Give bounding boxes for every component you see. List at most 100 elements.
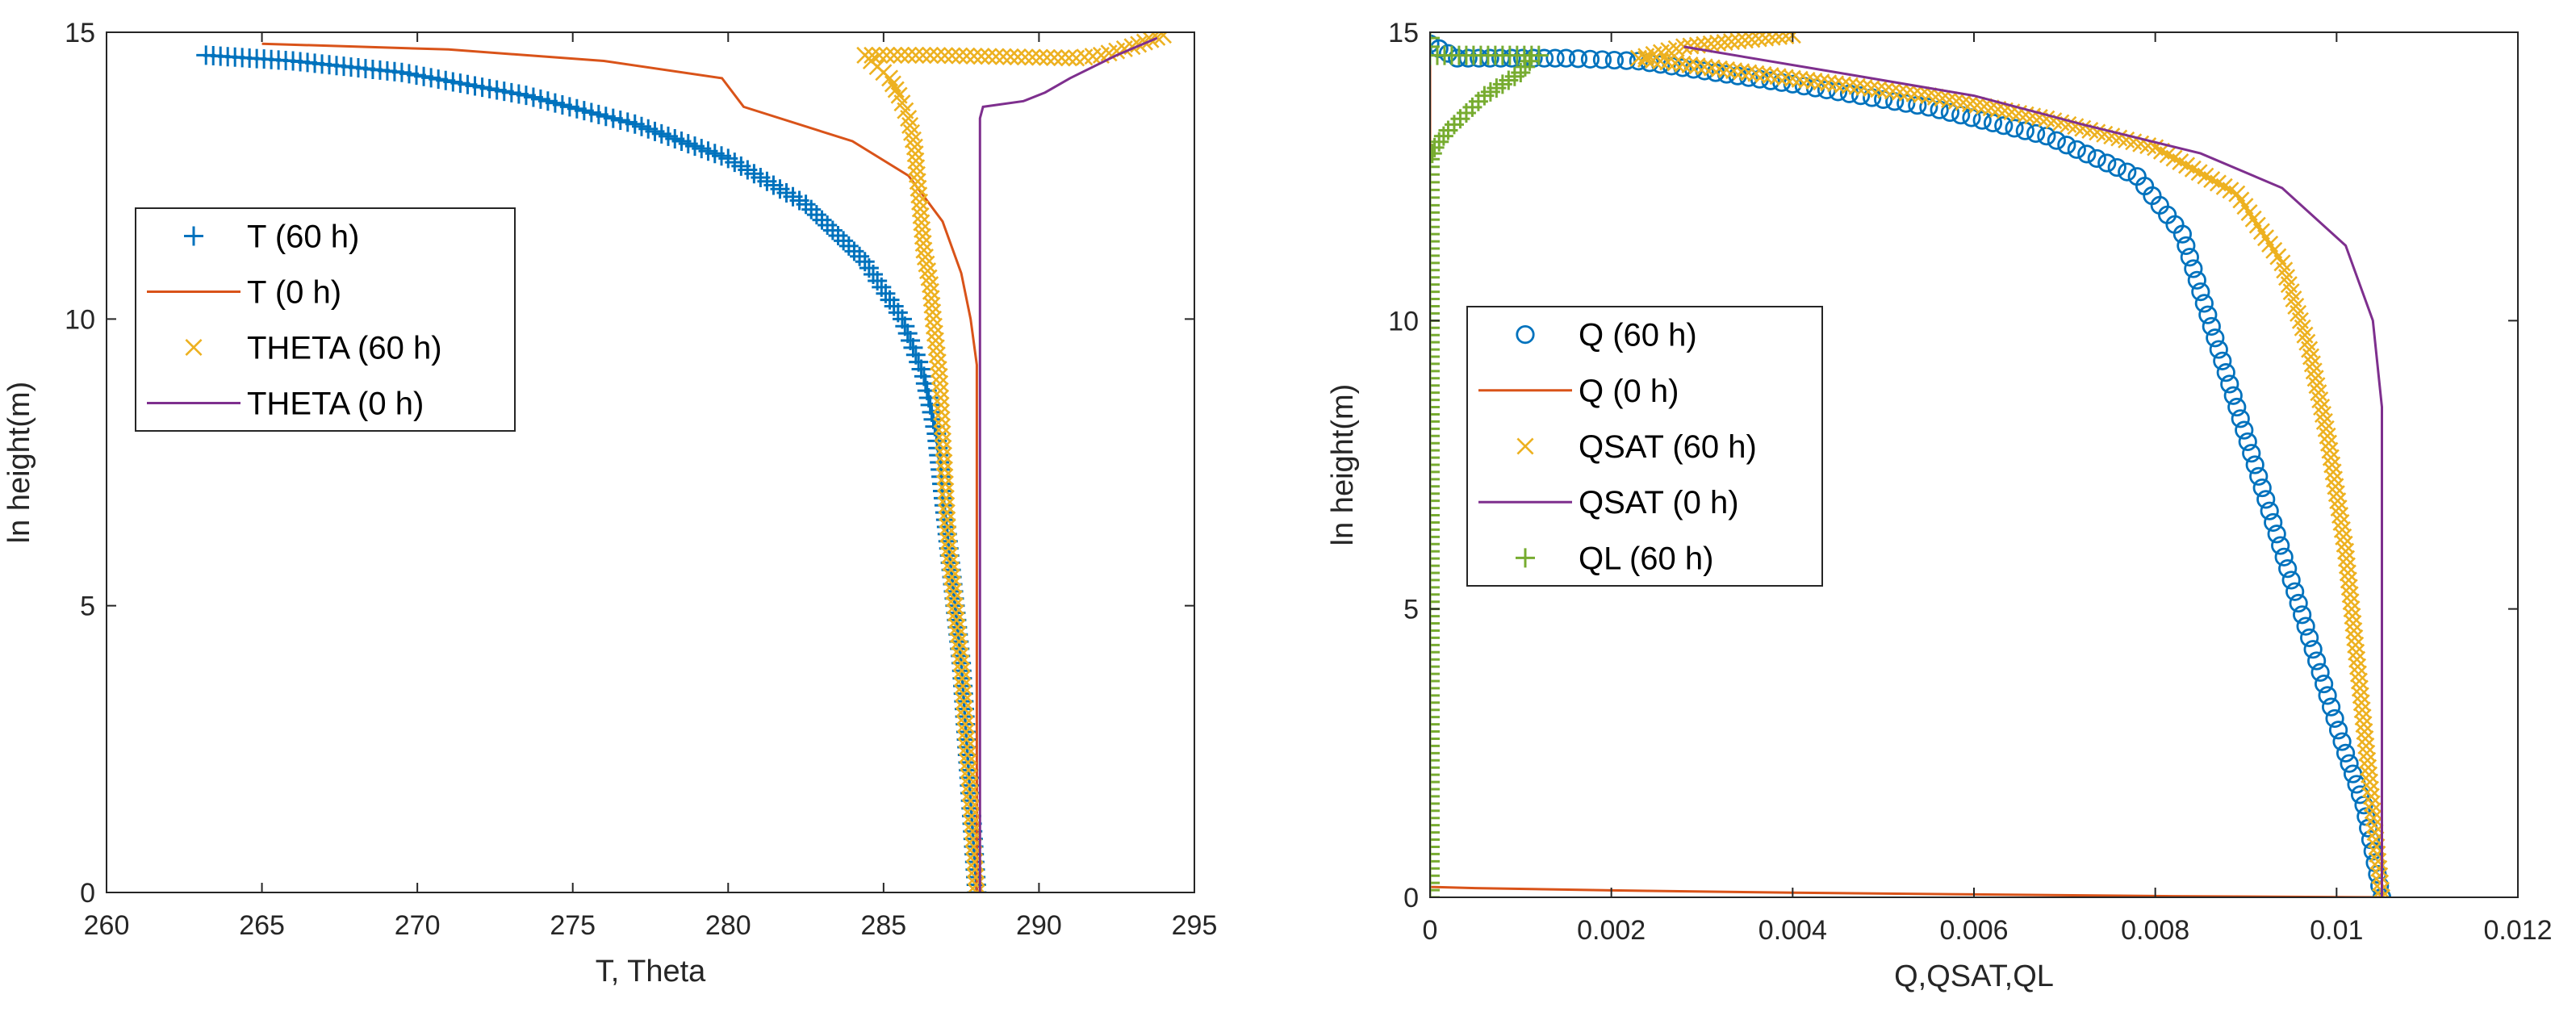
right-series-2-marker: [1696, 58, 1713, 76]
left-series-2-marker: [856, 46, 874, 64]
left-series-2-marker: [907, 46, 925, 64]
right-series-0-marker: [2047, 131, 2066, 150]
left-series-2-marker: [1154, 32, 1173, 44]
right-y-axis-label: ln height(m): [1326, 384, 1360, 546]
right-series-4-marker: [1430, 476, 1440, 496]
right-series-0-marker: [2285, 582, 2305, 601]
right-series-0-marker: [1828, 82, 1848, 102]
right-series-4-marker: [1430, 729, 1440, 749]
left-series-2-marker: [954, 677, 972, 695]
left-series-2-marker: [959, 754, 977, 771]
right-series-2-marker: [1637, 50, 1654, 68]
right-series-2-marker: [1716, 33, 1733, 52]
left-series-2-marker: [964, 815, 981, 833]
left-series-2-marker: [914, 235, 932, 253]
left-series-2-marker: [924, 303, 942, 321]
right-series-2-marker: [2343, 600, 2361, 618]
right-series-2: [1629, 32, 2391, 897]
left-series-2-marker: [905, 138, 923, 156]
right-series-4-marker: [1430, 873, 1440, 893]
left-series-2-marker: [936, 47, 954, 65]
right-series-0-marker: [2097, 153, 2117, 173]
right-series-2-marker: [2337, 542, 2355, 560]
right-series-4-marker: [1430, 606, 1440, 626]
right-series-4-marker: [1430, 455, 1440, 474]
left-x-tick-label: 275: [550, 910, 596, 941]
right-x-tick-label: 0.006: [1939, 915, 2008, 946]
right-series-2-marker: [2357, 737, 2375, 754]
right-series-2-marker: [1805, 73, 1823, 90]
left-x-tick-label: 290: [1016, 910, 1062, 941]
left-series-2-marker: [909, 173, 926, 190]
right-series-2-marker: [2356, 723, 2373, 741]
right-series-2-marker: [2322, 449, 2340, 466]
right-series-2-marker: [1798, 71, 1816, 89]
left-series-2-marker: [931, 382, 949, 399]
left-series-2-marker: [934, 418, 951, 436]
right-series-2-marker: [1941, 91, 1959, 109]
right-series-2-marker: [1770, 32, 1788, 45]
right-series-2-marker: [2370, 859, 2388, 877]
left-series-3: [978, 36, 1158, 892]
left-series-2-marker: [900, 46, 918, 64]
right-series-4-marker: [1430, 671, 1440, 691]
right-series-2-marker: [2361, 773, 2379, 791]
right-series-2-marker: [2366, 824, 2384, 842]
right-series-2-marker: [2360, 759, 2377, 776]
right-series-2-marker: [1736, 32, 1754, 49]
left-series-2-marker: [925, 317, 943, 335]
left-series-2-marker: [927, 339, 945, 357]
right-series-2-marker: [2355, 716, 2373, 734]
left-series-2-marker: [937, 483, 955, 500]
right-series-2-marker: [1743, 32, 1761, 48]
left-series-2-marker: [935, 453, 953, 471]
left-y-tick-label: 10: [65, 304, 95, 335]
right-series-4-marker: [1430, 815, 1440, 835]
right-series-4-marker: [1430, 203, 1440, 223]
right-series-0-marker: [2300, 628, 2319, 648]
right-series-2-marker: [2372, 874, 2390, 892]
right-series-2-marker: [2344, 608, 2361, 625]
left-series-2-marker: [939, 525, 957, 543]
left-series-0-marker: [196, 45, 216, 65]
left-series-2-marker: [911, 193, 929, 211]
right-series-0-marker: [2281, 571, 2301, 590]
left-series-2-marker: [931, 374, 949, 392]
left-series-2-marker: [1031, 48, 1048, 66]
left-series-2-marker: [934, 424, 951, 442]
right-series-2-marker: [1961, 95, 1979, 113]
left-series-2-marker: [962, 792, 980, 809]
right-series-4-marker: [1430, 282, 1440, 302]
right-series-2-marker: [2341, 586, 2359, 604]
left-series-2-marker: [926, 324, 943, 342]
right-series-0-marker: [1850, 86, 1871, 106]
left-series-2-marker: [887, 81, 905, 98]
left-series-2-marker: [922, 290, 940, 307]
left-series-2-marker: [930, 360, 947, 378]
right-series-4-marker: [1430, 772, 1440, 792]
left-series-2-marker: [904, 131, 922, 148]
right-series-0-marker: [2242, 444, 2261, 463]
right-series-3: [1683, 45, 2383, 897]
right-series-0-marker: [2310, 662, 2330, 682]
right-series-2-marker: [2347, 636, 2365, 654]
right-series-2-marker: [1703, 59, 1721, 77]
right-series-4-marker: [1430, 613, 1440, 633]
right-series-2-marker: [2326, 470, 2344, 488]
right-series-2-marker: [1884, 82, 1902, 100]
left-chart: 260 265 270 275 280 285 290 295 0 5 10 15 T, Theta ln…: [2, 18, 1217, 988]
right-series-0-marker: [2202, 316, 2221, 336]
left-series-2-marker: [950, 633, 968, 650]
right-series-4-marker: [1430, 332, 1440, 353]
left-series-2-marker: [911, 200, 929, 218]
right-series-4-marker: [1430, 253, 1440, 273]
left-legend-label: T (60 h): [247, 219, 359, 255]
right-series-2-marker: [1688, 57, 1706, 75]
right-series-4-marker: [1430, 779, 1440, 799]
right-series-2-marker: [2336, 535, 2353, 553]
right-series-0-marker: [1556, 48, 1576, 68]
right-series-2-marker: [2348, 650, 2366, 668]
left-series-2-marker: [956, 708, 974, 725]
right-series-4-marker: [1430, 512, 1440, 533]
